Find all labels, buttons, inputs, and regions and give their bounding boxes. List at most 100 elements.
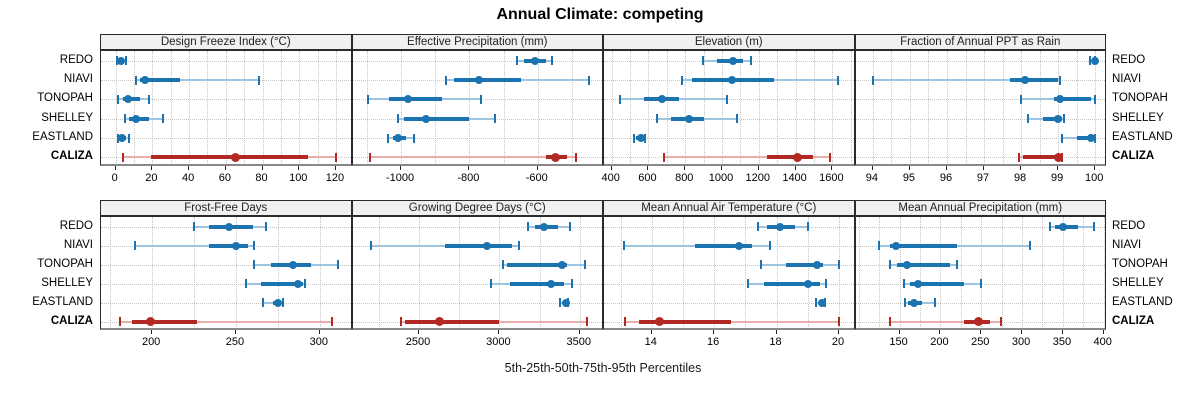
panel-strip: Mean Annual Air Temperature (°C) xyxy=(603,200,855,216)
gridline-row-leader xyxy=(855,226,1106,228)
whisker-cap-5th xyxy=(116,94,119,104)
axis-tick-label: 250 xyxy=(971,336,990,348)
gridline-v xyxy=(469,51,471,164)
median-dot xyxy=(273,298,282,307)
axis-tick-label: 95 xyxy=(902,172,916,184)
gridline-v xyxy=(940,217,942,328)
whisker-cap-5th xyxy=(624,317,627,326)
median-dot xyxy=(562,298,571,307)
iqr-bar-25-75 xyxy=(404,116,470,121)
axis-tick-label: 200 xyxy=(141,336,161,348)
axis-tick xyxy=(757,166,759,170)
panel-effective-precipitation-mm- xyxy=(351,50,603,166)
axis-tick xyxy=(684,166,686,170)
gridline-v xyxy=(262,51,264,164)
site-label-left-eastland: EASTLAND xyxy=(32,131,93,143)
axis-tick xyxy=(831,166,833,170)
gridline-v xyxy=(1062,217,1064,328)
whisker-cap-95th xyxy=(265,222,268,231)
whisker-cap-5th xyxy=(134,75,137,85)
axis-tick-label: 100 xyxy=(1084,172,1104,184)
axis-tick-label: 3500 xyxy=(566,336,591,348)
whisker-cap-5th xyxy=(871,75,874,85)
whisker-cap-95th xyxy=(1058,75,1061,85)
gridline-v xyxy=(776,217,778,328)
axis-tick xyxy=(650,330,652,334)
iqr-bar-25-75 xyxy=(889,243,957,248)
whisker-cap-95th xyxy=(1094,94,1097,104)
axis-tick xyxy=(498,330,500,334)
whisker-cap-95th xyxy=(551,56,554,66)
whisker-5-95 xyxy=(664,156,830,159)
whisker-cap-5th xyxy=(245,279,248,288)
median-dot xyxy=(1058,222,1067,231)
axis-tick-label: 120 xyxy=(325,172,345,184)
axis-tick-label: 80 xyxy=(255,172,268,184)
gridline-v xyxy=(503,51,505,164)
site-label-left-shelley: SHELLEY xyxy=(41,276,93,289)
median-dot xyxy=(1091,56,1100,65)
axis-tick xyxy=(871,166,873,170)
gridline-v xyxy=(879,217,881,328)
gridline-v xyxy=(795,51,797,164)
axis-tick-label: 1400 xyxy=(782,172,807,184)
site-label-right-tonopah: TONOPAH xyxy=(1112,92,1168,105)
axis-tick-label: 350 xyxy=(1052,336,1072,348)
gridline-v xyxy=(630,51,632,164)
gridline-row-leader xyxy=(352,302,603,304)
axis-tick xyxy=(898,330,900,334)
gridline-v xyxy=(419,217,421,328)
median-dot xyxy=(482,241,491,250)
median-dot xyxy=(1054,114,1063,123)
whisker-cap-95th xyxy=(334,152,337,162)
gridline-v xyxy=(539,217,541,328)
gridline-row-leader xyxy=(855,264,1106,266)
whisker-cap-5th xyxy=(701,56,704,66)
whisker-cap-5th xyxy=(618,94,621,104)
median-dot xyxy=(729,56,738,65)
axis-tick xyxy=(1021,330,1023,334)
panel-mean-annual-air-temperature-c- xyxy=(603,216,855,330)
site-label-left-caliza: CALIZA xyxy=(50,150,93,163)
axis-tick-label: 98 xyxy=(1013,172,1027,184)
axis-tick xyxy=(188,166,190,170)
whisker-cap-5th xyxy=(527,222,530,231)
median-dot xyxy=(131,114,140,123)
gridline-v xyxy=(435,51,437,164)
gridline-v xyxy=(920,217,921,328)
axis-tick-label: 20 xyxy=(145,172,158,184)
whisker-cap-5th xyxy=(747,279,750,288)
gridline-v xyxy=(1103,217,1105,328)
iqr-bar-25-75 xyxy=(764,281,821,286)
whisker-cap-5th xyxy=(559,298,562,307)
gridline-row-leader xyxy=(604,226,854,228)
median-dot xyxy=(546,279,555,288)
whisker-cap-95th xyxy=(583,260,586,269)
whisker-cap-95th xyxy=(588,75,591,85)
whisker-cap-95th xyxy=(330,317,333,326)
panel-growing-degree-days-c- xyxy=(351,216,603,330)
axis-tick xyxy=(318,330,320,334)
gridline-row-leader xyxy=(855,302,1106,304)
iqr-bar-25-75 xyxy=(453,78,521,82)
median-dot xyxy=(1020,76,1029,84)
axis-tick-label: 60 xyxy=(218,172,231,184)
median-dot xyxy=(225,222,234,231)
axis-tick xyxy=(114,166,116,170)
iqr-bar-25-75 xyxy=(261,281,304,286)
gridline-v xyxy=(872,51,874,164)
gridline-row-leader xyxy=(101,302,351,304)
whisker-cap-5th xyxy=(123,114,126,124)
site-label-right-eastland: EASTLAND xyxy=(1112,131,1173,143)
gridline-row-leader xyxy=(604,264,854,266)
whisker-cap-5th xyxy=(1018,152,1021,162)
gridline-v xyxy=(722,51,724,164)
whisker-cap-95th xyxy=(574,152,577,162)
site-label-right-caliza: CALIZA xyxy=(1112,150,1155,163)
gridline-v xyxy=(651,217,653,328)
whisker-cap-95th xyxy=(644,133,647,143)
whisker-cap-95th xyxy=(493,114,496,124)
axis-tick-label: 2500 xyxy=(405,336,431,348)
axis-tick-label: 96 xyxy=(939,172,953,184)
